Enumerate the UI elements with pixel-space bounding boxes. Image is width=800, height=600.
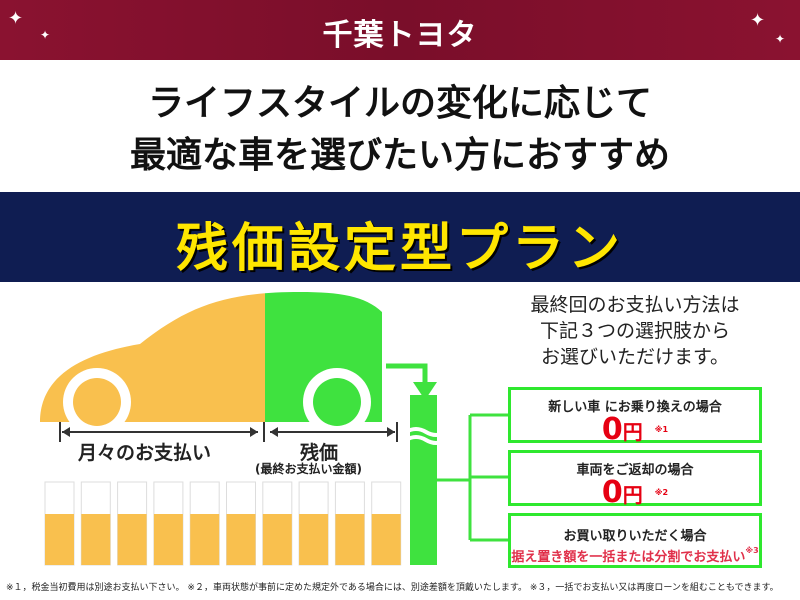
option-trade-in: 新しい車 にお乗り換えの場合 0円 ※1 (508, 387, 762, 445)
option-note: ※1 (654, 425, 669, 434)
sparkle-icon: ✦ (8, 8, 24, 29)
sparkle-icon: ✦ (750, 10, 766, 31)
payment-bar-fill (153, 514, 183, 565)
choices-line: お選びいただけます。 (540, 346, 730, 368)
lead-line-2: 最適な車を選びたい方におすすめ (129, 135, 670, 176)
footnote: ※１，税金当初費用は別途お支払い下さい。 ※２，車両状態が事前に定めた規定外であ… (6, 583, 779, 593)
option-unit: 円 (622, 483, 643, 507)
payment-bars (44, 481, 402, 566)
residual-label: 残価 (300, 442, 339, 464)
payment-bar-fill (335, 514, 365, 565)
option-title: お買い取りいただく場合 (563, 529, 707, 544)
option-detail: 据え置き額を一括または分割でお支払い (511, 550, 746, 565)
option-buyout: お買い取りいただく場合 据え置き額を一括または分割でお支払い※3 (508, 513, 762, 568)
arrow-head-icon (413, 382, 437, 400)
payment-bar-fill (190, 514, 220, 565)
dimension-lines (59, 422, 398, 442)
sparkle-icon: ✦ (40, 28, 51, 42)
option-note: ※3 (745, 546, 759, 555)
payment-bar-fill (226, 514, 256, 565)
lead-line-1: ライフスタイルの変化に応じて (147, 83, 652, 124)
monthly-label: 月々のお支払い (78, 442, 212, 464)
payment-bar-fill (299, 514, 329, 565)
residual-bar (410, 395, 437, 565)
option-title: 車両をご返却の場合 (576, 463, 694, 478)
option-return: 車両をご返却の場合 0円 ※2 (508, 450, 762, 508)
payment-bar-fill (117, 514, 147, 565)
logo: 千葉トヨタ (322, 18, 478, 53)
payment-bar-fill (371, 514, 401, 565)
choices-line: 最終回のお支払い方法は (530, 294, 740, 316)
payment-bar-fill (45, 514, 74, 565)
payment-bar-fill (262, 514, 292, 565)
option-unit: 円 (622, 420, 643, 444)
choices-text: 最終回のお支払い方法は 下記３つの選択肢から お選びいただけます。 (490, 292, 780, 370)
option-title: 新しい車 にお乗り換えの場合 (548, 400, 722, 415)
arrow-line (386, 363, 428, 387)
option-amount: 0 (601, 475, 623, 510)
plan-band: 残価設定型プラン (0, 192, 800, 282)
break-mark (404, 427, 448, 445)
residual-sub-label: (最終お支払い金額) (255, 462, 362, 476)
sparkle-icon: ✦ (775, 32, 786, 46)
plan-diagram (40, 292, 508, 566)
header-banner: ✦ ✦ ✦ ✦ 千葉トヨタ (0, 0, 800, 60)
option-amount: 0 (601, 412, 623, 447)
option-note: ※2 (654, 488, 669, 497)
choices-line: 下記３つの選択肢から (539, 320, 730, 342)
branch-lines (437, 413, 508, 542)
plan-title: 残価設定型プラン (175, 219, 624, 279)
payment-bar-fill (81, 514, 111, 565)
lead-text: ライフスタイルの変化に応じて 最適な車を選びたい方におすすめ (0, 78, 800, 182)
